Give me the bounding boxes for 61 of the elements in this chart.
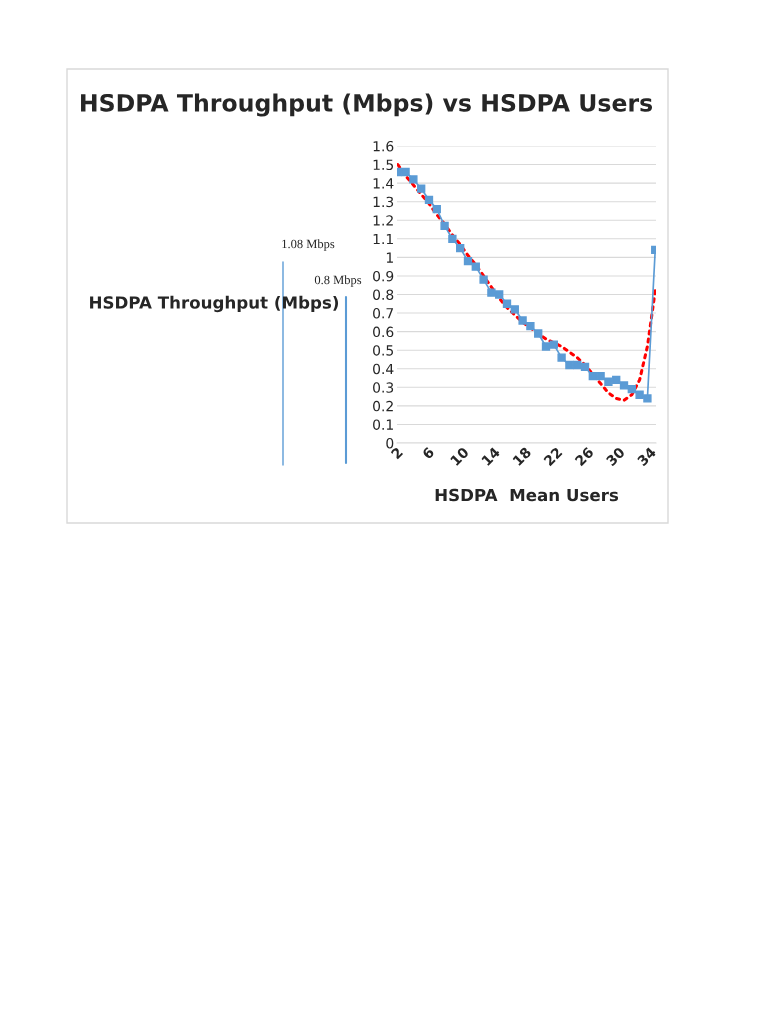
x-tick-label: 18 — [512, 446, 532, 466]
y-tick-label: 1.3 — [373, 196, 394, 208]
y-tick-label: 0.8 — [373, 289, 394, 300]
point — [448, 234, 457, 243]
point — [471, 262, 480, 271]
y-tick-label: 0.3 — [373, 382, 394, 393]
point — [487, 288, 496, 297]
point — [440, 221, 449, 230]
point — [417, 184, 426, 193]
y-tick-label: 0.5 — [373, 345, 394, 356]
y-tick-label: 1.1 — [373, 233, 393, 245]
y-tick-label: 1 — [386, 252, 393, 263]
y-tick-label: 1.5 — [373, 159, 394, 171]
point — [479, 275, 488, 284]
y-tick-label: 0.2 — [373, 400, 393, 412]
point — [510, 305, 519, 314]
point — [526, 321, 535, 331]
point — [518, 316, 527, 325]
x-tick-label: 6 — [421, 446, 435, 460]
y-tick-label: 0.9 — [373, 270, 394, 282]
x-tick-label: 34 — [636, 446, 657, 467]
chart-title: HSDPA Throughput (Mbps) vs HSDPA Users — [81, 93, 653, 117]
y-axis-title: HSDPA Throughput (Mbps) — [90, 295, 339, 313]
point — [549, 340, 558, 349]
y-tick-label: 0.6 — [373, 326, 394, 338]
point — [424, 195, 434, 204]
text: 0.8 Mbps — [314, 275, 362, 287]
x-tick-label: 30 — [605, 446, 626, 467]
point — [596, 372, 605, 381]
point — [456, 243, 465, 253]
x-tick-label: 22 — [543, 446, 563, 467]
point — [565, 360, 574, 370]
y-tick-label: 0.4 — [373, 363, 394, 375]
point — [619, 381, 629, 390]
x-tick-label: 14 — [481, 446, 501, 466]
y-tick-label: 0.7 — [373, 308, 394, 319]
point — [502, 299, 512, 308]
point — [432, 204, 441, 214]
x-tick-label: 26 — [574, 446, 595, 467]
point — [604, 377, 613, 386]
point — [627, 385, 636, 394]
y-tick-label: 1.4 — [373, 178, 394, 189]
point — [612, 375, 621, 385]
point — [557, 353, 566, 362]
point — [401, 167, 410, 177]
y-tick-label: 1.6 — [373, 140, 394, 152]
point — [580, 362, 590, 372]
x-axis-title: HSDPA Mean Users — [435, 488, 619, 502]
y-tick-label: 0.1 — [373, 419, 393, 430]
point — [534, 329, 543, 338]
point — [573, 360, 582, 370]
x-tick-label: 10 — [449, 446, 470, 466]
point — [643, 394, 652, 403]
y-tick-label: 0 — [386, 437, 394, 449]
point — [463, 256, 473, 266]
point — [409, 175, 418, 184]
text: 1.08 Mbps — [282, 239, 335, 251]
point — [635, 390, 644, 399]
point — [541, 342, 551, 351]
y-tick-label: 1.2 — [373, 215, 393, 226]
point — [495, 290, 504, 299]
